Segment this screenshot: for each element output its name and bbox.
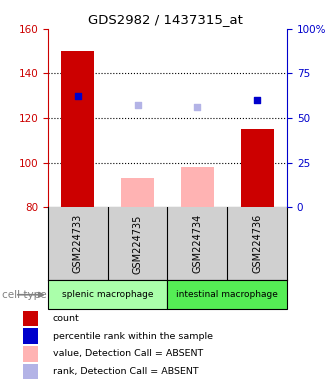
Text: intestinal macrophage: intestinal macrophage [176,290,278,299]
Text: GSM224736: GSM224736 [252,214,262,273]
Bar [48,280,168,309]
Text: GSM224735: GSM224735 [133,214,143,273]
Text: GDS2982 / 1437315_at: GDS2982 / 1437315_at [87,13,243,26]
Bar [241,129,274,207]
Text: rank, Detection Call = ABSENT: rank, Detection Call = ABSENT [53,367,198,376]
Bar [48,207,108,280]
Text: percentile rank within the sample: percentile rank within the sample [53,332,213,341]
Point [254,97,260,103]
Bar [168,280,287,309]
Bar [108,207,167,280]
Bar [61,51,94,207]
Bar [23,328,38,344]
Text: cell type: cell type [2,290,46,300]
Text: GSM224734: GSM224734 [192,214,202,273]
Bar [121,178,154,207]
Point [195,104,200,110]
Text: GSM224733: GSM224733 [73,214,83,273]
Point [135,102,140,108]
Text: count: count [53,314,80,323]
Bar [23,364,38,379]
Text: value, Detection Call = ABSENT: value, Detection Call = ABSENT [53,349,203,358]
Text: splenic macrophage: splenic macrophage [62,290,153,299]
Bar [181,167,214,207]
Point [75,93,81,99]
Bar [23,311,38,326]
Bar [23,346,38,362]
Bar [168,207,227,280]
Bar [227,207,287,280]
